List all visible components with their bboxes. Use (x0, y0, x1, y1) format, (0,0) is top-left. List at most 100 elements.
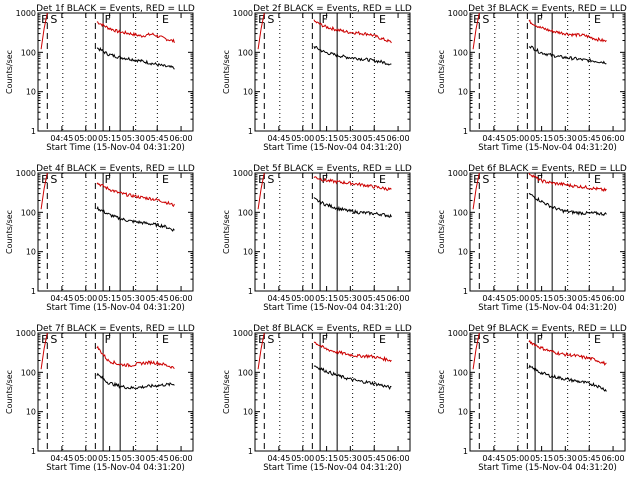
x-tick-label: 05:15 (315, 134, 338, 143)
y-axis-label: Counts/sec (437, 50, 446, 94)
x-tick-label: 05:15 (315, 294, 338, 303)
y-tick-label: 100 (238, 368, 253, 377)
lld-burst-line (257, 332, 265, 370)
marker-label: F (105, 333, 111, 346)
lld-burst-line (40, 12, 48, 50)
marker-label: E (473, 173, 480, 186)
y-axis-label: Counts/sec (222, 210, 231, 254)
marker-label: E (594, 173, 601, 186)
panel-title: Det 2f BLACK = Events, RED = LLD (253, 4, 412, 14)
y-tick-label: 100 (238, 48, 253, 57)
y-tick-label: 1000 (233, 329, 253, 338)
x-tick-label: 05:15 (315, 454, 338, 463)
x-tick-label: 05:30 (554, 454, 577, 463)
plot-frame (37, 12, 194, 132)
x-axis-label: Start Time (15-Nov-04 04:31:20) (263, 143, 402, 153)
lld-burst-line (40, 332, 48, 370)
events-series-line (96, 372, 175, 390)
events-series-line (528, 364, 607, 392)
x-axis-label: Start Time (15-Nov-04 04:31:20) (478, 303, 617, 313)
y-tick-label: 10 (458, 88, 468, 97)
plot-frame (37, 332, 194, 452)
plot-frame (469, 172, 626, 292)
marker-label: F (105, 173, 111, 186)
y-tick-label: 100 (21, 48, 36, 57)
marker-label: E (473, 13, 480, 26)
y-tick-label: 1 (31, 287, 36, 296)
x-tick-label: 05:15 (98, 294, 121, 303)
marker-label: E (379, 333, 386, 346)
lld-series-line (313, 19, 392, 44)
x-tick-label: 05:45 (363, 454, 386, 463)
x-tick-label: 05:15 (530, 454, 553, 463)
panel-det-4: Det 4f BLACK = Events, RED = LLD 1 10 100 10… (5, 164, 195, 313)
lld-series-line (528, 172, 607, 193)
y-tick-label: 10 (243, 88, 253, 97)
x-tick-label: 06:00 (602, 134, 625, 143)
marker-label: E (258, 173, 265, 186)
x-tick-label: 05:45 (146, 134, 169, 143)
lld-series-line (313, 341, 392, 363)
plot-frame (254, 12, 411, 132)
lld-burst-line (472, 172, 480, 210)
y-tick-label: 100 (453, 368, 468, 377)
lld-burst-line (472, 12, 480, 50)
lld-burst-line (40, 172, 48, 210)
events-series-line (528, 192, 607, 217)
events-series-line (313, 365, 392, 390)
x-axis-label: Start Time (15-Nov-04 04:31:20) (46, 143, 185, 153)
x-tick-label: 05:30 (339, 294, 362, 303)
x-tick-label: 05:30 (122, 134, 145, 143)
panel-det-6: Det 6f BLACK = Events, RED = LLD 1 10 100 10… (437, 164, 627, 313)
y-tick-label: 1000 (233, 9, 253, 18)
y-tick-label: 1 (31, 447, 36, 456)
x-axis-label: Start Time (15-Nov-04 04:31:20) (46, 463, 185, 473)
x-tick-label: 05:00 (291, 294, 314, 303)
y-tick-label: 10 (458, 408, 468, 417)
events-series-line (96, 205, 175, 232)
y-tick-label: 1000 (16, 9, 36, 18)
marker-label: S (267, 173, 274, 186)
marker-label: S (482, 173, 489, 186)
marker-label: E (41, 13, 48, 26)
lld-series-line (528, 339, 607, 366)
x-tick-label: 05:45 (146, 294, 169, 303)
panel-title: Det 8f BLACK = Events, RED = LLD (253, 324, 412, 334)
panel-title: Det 6f BLACK = Events, RED = LLD (468, 164, 627, 174)
y-tick-label: 1000 (448, 329, 468, 338)
x-tick-label: 06:00 (387, 454, 410, 463)
panel-title: Det 3f BLACK = Events, RED = LLD (468, 4, 627, 14)
panel-det-8: Det 8f BLACK = Events, RED = LLD 1 10 100 10… (222, 324, 412, 473)
x-tick-label: 05:30 (122, 294, 145, 303)
marker-label: S (50, 173, 57, 186)
y-axis-label: Counts/sec (437, 210, 446, 254)
y-tick-label: 1 (31, 127, 36, 136)
panel-title: Det 4f BLACK = Events, RED = LLD (36, 164, 195, 174)
x-tick-label: 04:45 (50, 294, 73, 303)
x-tick-label: 04:45 (50, 134, 73, 143)
marker-label: S (267, 13, 274, 26)
y-tick-label: 10 (26, 248, 36, 257)
marker-label: S (267, 333, 274, 346)
y-tick-label: 100 (238, 208, 253, 217)
x-tick-label: 05:00 (506, 134, 529, 143)
x-tick-label: 05:00 (74, 294, 97, 303)
x-tick-label: 05:15 (530, 294, 553, 303)
lld-burst-line (257, 172, 265, 210)
panel-det-1: Det 1f BLACK = Events, RED = LLD 1 10 100 10… (5, 4, 195, 153)
y-axis-label: Counts/sec (222, 370, 231, 414)
x-tick-label: 06:00 (387, 134, 410, 143)
x-tick-label: 05:45 (578, 134, 601, 143)
x-tick-label: 04:45 (482, 294, 505, 303)
x-tick-label: 05:00 (506, 294, 529, 303)
y-axis-label: Counts/sec (222, 50, 231, 94)
x-tick-label: 04:45 (50, 454, 73, 463)
y-tick-label: 10 (26, 408, 36, 417)
x-tick-label: 06:00 (602, 294, 625, 303)
x-tick-label: 06:00 (170, 454, 193, 463)
marker-label: F (322, 333, 328, 346)
x-tick-label: 05:30 (339, 134, 362, 143)
lld-burst-line (257, 12, 265, 50)
plot-frame (254, 172, 411, 292)
marker-label: E (41, 333, 48, 346)
